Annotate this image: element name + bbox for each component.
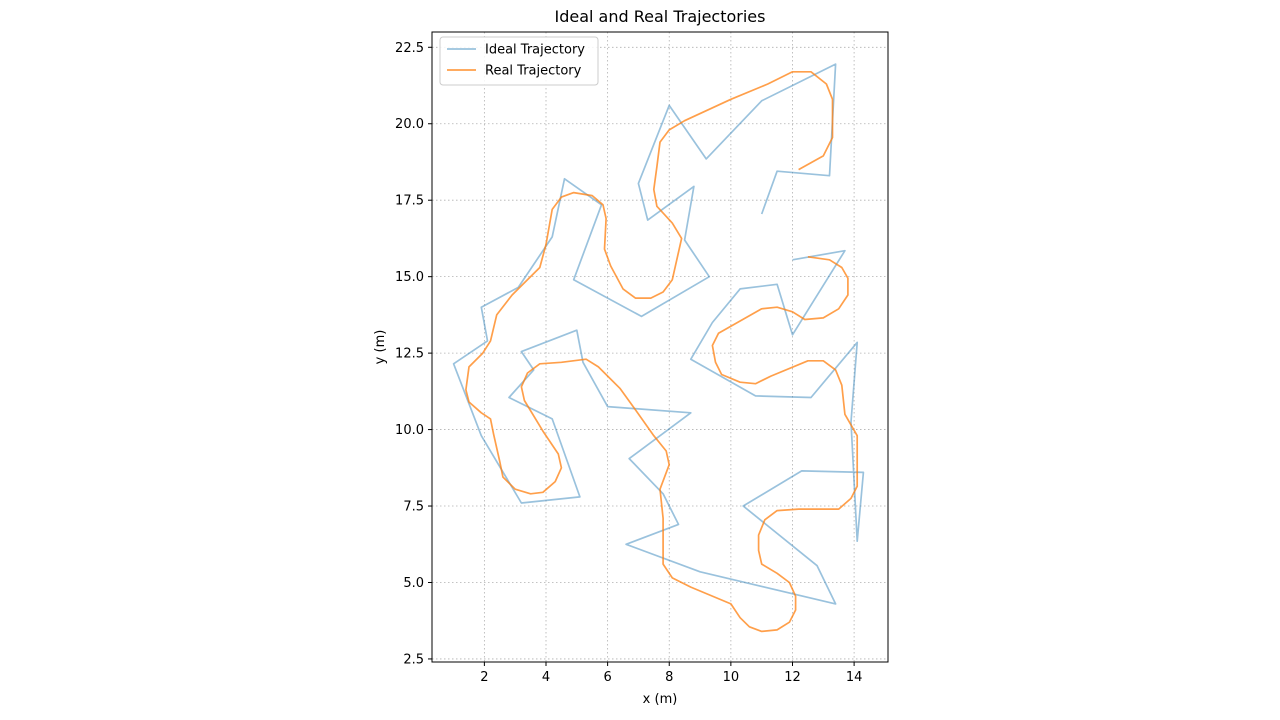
- x-tick-label: 2: [480, 670, 488, 685]
- x-tick-label: 10: [723, 670, 740, 685]
- x-tick-label: 4: [542, 670, 550, 685]
- y-axis: 2.5 5.0 7.5 10.0 12.5 15.0 17.5 20.0 22.5: [395, 41, 432, 667]
- series-line-1: [452, 63, 865, 605]
- y-tick-label: 10.0: [395, 423, 424, 438]
- x-axis-title: x (m): [643, 692, 678, 707]
- x-tick-label: 8: [665, 670, 673, 685]
- x-tick-label: 14: [846, 670, 863, 685]
- y-tick-label: 22.5: [395, 41, 424, 56]
- x-tick-label: 12: [784, 670, 801, 685]
- y-tick-label: 12.5: [395, 347, 424, 362]
- series-line-2: [465, 70, 859, 633]
- series-lines: [452, 63, 865, 633]
- x-axis: 2 4 6 8 10 12 14: [480, 662, 862, 685]
- y-tick-label: 20.0: [395, 117, 424, 132]
- legend-box: [439, 36, 599, 86]
- y-axis-title: y (m): [373, 330, 388, 365]
- y-tick-label: 2.5: [403, 652, 424, 667]
- legend-label-2: Real Trajectory: [485, 64, 582, 79]
- plot-frame: [431, 31, 889, 663]
- y-tick-label: 15.0: [395, 270, 424, 285]
- legend: Ideal Trajectory Real Trajectory: [439, 36, 599, 86]
- y-tick-label: 17.5: [395, 194, 424, 209]
- y-tick-label: 7.5: [403, 500, 424, 515]
- y-tick-label: 5.0: [403, 576, 424, 591]
- legend-label-1: Ideal Trajectory: [485, 43, 585, 58]
- x-tick-label: 6: [603, 670, 611, 685]
- chart-title: Ideal and Real Trajectories: [555, 7, 766, 26]
